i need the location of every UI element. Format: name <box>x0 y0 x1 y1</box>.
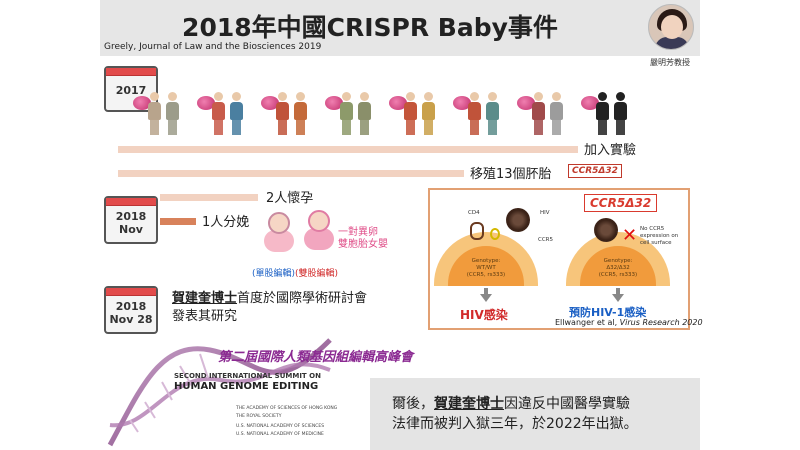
left-margin <box>0 0 100 450</box>
no-ccr5-label: No CCR5 expression on cell surface <box>640 226 679 246</box>
delta32-genotype: Genotype: Δ32/Δ32 (CCR5, rs333) <box>598 258 638 278</box>
outcome-box: 爾後，賀建奎博士因違反中國醫學實驗 法律而被判入獄三年，於2022年出獄。 <box>370 378 700 450</box>
man-icon <box>229 92 243 136</box>
twins-label: 一對異卵 雙胞胎女嬰 <box>338 227 388 250</box>
calendar-month: Nov <box>119 223 143 236</box>
calendar-2018-nov28-icon: 2018 Nov 28 <box>104 286 158 334</box>
woman-icon <box>339 92 353 136</box>
baby-double-edit-icon <box>302 210 336 250</box>
dna-helix-icon <box>107 338 332 447</box>
flower-icon <box>581 96 599 110</box>
flower-icon <box>197 96 215 110</box>
flower-icon <box>517 96 535 110</box>
woman-icon <box>531 92 545 136</box>
arrow-down-icon <box>612 294 624 302</box>
implant-label: 移殖13個肧胎 <box>470 167 552 182</box>
man-icon <box>165 92 179 136</box>
hiv-virus-blocked-icon <box>594 218 618 242</box>
man-icon <box>357 92 371 136</box>
pregnant-bar <box>160 194 258 201</box>
summit-org-4: U.S. NATIONAL ACADEMY OF MEDICINE <box>236 432 324 437</box>
baby-single-edit-icon <box>262 212 296 252</box>
hiv-prevention-result: 預防HIV-1感染 <box>569 306 647 319</box>
woman-icon <box>403 92 417 136</box>
implant-bar <box>118 170 464 177</box>
calendar-date: Nov 28 <box>109 313 153 326</box>
announce-name: 賀建奎博士 <box>172 291 238 306</box>
woman-icon <box>147 92 161 136</box>
panel-citation: Ellwanger et al, Virus Research 2020 <box>555 318 703 327</box>
calendar-year: 2018 <box>115 300 147 313</box>
join-label: 加入實驗 <box>584 143 637 158</box>
announce-text: 賀建奎博士首度於國際學術研討會 發表其研究 <box>172 291 368 324</box>
ccr5-receptor-icon <box>490 228 500 240</box>
woman-icon <box>211 92 225 136</box>
wt-genotype: Genotype: WT/WT (CCR5, rs333) <box>466 258 506 278</box>
summit-title-zh: 第二屆國際人類基因組編輯高峰會 <box>218 350 414 365</box>
single-edit-label: (單股編輯) <box>252 269 296 279</box>
edit-type-labels: (單股編輯)(雙股編輯) <box>252 266 338 279</box>
summit-org-3: U.S. NATIONAL ACADEMY OF SCIENCES <box>236 424 325 429</box>
hiv-label: HIV <box>540 210 550 216</box>
woman-icon <box>467 92 481 136</box>
calendar-2018-nov-icon: 2018 Nov <box>104 196 158 244</box>
birth-bar <box>160 218 196 225</box>
flower-icon <box>133 96 151 110</box>
birth-label: 1人分娩 <box>202 215 250 230</box>
outcome-text: 爾後，賀建奎博士因違反中國醫學實驗 法律而被判入獄三年，於2022年出獄。 <box>392 396 638 432</box>
calendar-year: 2018 <box>115 210 147 223</box>
man-icon <box>613 92 627 136</box>
man-icon <box>421 92 435 136</box>
man-icon <box>485 92 499 136</box>
presenter-name: 嚴明芳教授 <box>650 58 690 67</box>
summit-title-en-1: SECOND INTERNATIONAL SUMMIT ON <box>174 372 321 380</box>
summit-org-1: THE ACADEMY OF SCIENCES OF HONG KONG <box>236 406 338 411</box>
cd4-receptor-icon <box>470 222 484 240</box>
slide-title: 2018年中國CRISPR Baby事件 <box>182 13 558 42</box>
source-citation: Greely, Journal of Law and the Bioscienc… <box>104 42 322 52</box>
cd4-label: CD4 <box>468 210 480 216</box>
flower-icon <box>261 96 279 110</box>
block-x-icon: ✕ <box>622 225 638 246</box>
presenter-avatar <box>648 4 694 50</box>
man-icon <box>549 92 563 136</box>
outcome-name: 賀建奎博士 <box>434 396 504 412</box>
flower-icon <box>325 96 343 110</box>
pregnant-label: 2人懷孕 <box>266 191 314 206</box>
calendar-year: 2017 <box>115 84 147 97</box>
summit-org-2: THE ROYAL SOCIETY <box>236 414 282 419</box>
join-bar <box>118 146 578 153</box>
header-band <box>100 0 700 56</box>
right-margin <box>700 0 800 450</box>
ccr5-tag: CCR5Δ32 <box>568 164 622 178</box>
flower-icon <box>389 96 407 110</box>
couples-row <box>133 88 635 138</box>
flower-icon <box>453 96 471 110</box>
woman-icon <box>595 92 609 136</box>
arrow-down-icon <box>480 294 492 302</box>
double-edit-label: (雙股編輯) <box>295 269 339 279</box>
ccr5-label: CCR5 <box>538 237 554 243</box>
panel-ccr5-tag: CCR5Δ32 <box>584 194 658 212</box>
summit-title-en-2: HUMAN GENOME EDITING <box>174 381 319 392</box>
woman-icon <box>275 92 289 136</box>
hiv-virus-icon <box>506 208 530 232</box>
man-icon <box>293 92 307 136</box>
hiv-infection-result: HIV感染 <box>460 308 508 322</box>
